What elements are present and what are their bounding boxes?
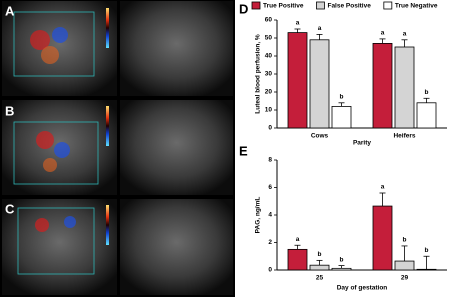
panel-label: D bbox=[239, 1, 248, 16]
y-tick-label: 60 bbox=[265, 17, 273, 24]
legend-swatch bbox=[316, 1, 325, 10]
y-tick-label: 10 bbox=[265, 107, 273, 114]
significance-letter: a bbox=[403, 31, 407, 38]
y-tick-label: 30 bbox=[265, 71, 273, 78]
error-bar bbox=[294, 28, 301, 33]
image-row bbox=[2, 1, 233, 96]
y-tick-label: 20 bbox=[265, 89, 273, 96]
error-bar bbox=[379, 38, 386, 44]
error-bar bbox=[379, 192, 386, 207]
panel-label: C bbox=[5, 201, 15, 216]
image-row bbox=[2, 199, 233, 295]
bar bbox=[416, 268, 437, 271]
significance-letter: a bbox=[381, 30, 385, 37]
y-tick-label: 50 bbox=[265, 35, 273, 42]
image-row bbox=[2, 100, 233, 195]
bar bbox=[287, 248, 308, 271]
x-axis-label: Day of gestation bbox=[337, 285, 388, 292]
significance-letter: a bbox=[296, 20, 300, 27]
roi-box bbox=[17, 207, 95, 275]
bar bbox=[394, 260, 415, 271]
significance-letter: b bbox=[340, 256, 344, 263]
y-tick-label: 2 bbox=[268, 239, 272, 246]
y-tick-label: 0 bbox=[268, 125, 272, 132]
y-axis-label: PAG, ng/mL bbox=[255, 197, 262, 234]
y-tick-label: 8 bbox=[268, 157, 272, 164]
legend-label: True Negative bbox=[395, 3, 438, 10]
bmode-image bbox=[120, 1, 233, 96]
flow bbox=[43, 158, 57, 172]
legend-swatch bbox=[383, 1, 393, 10]
x-tick-label: Heifers bbox=[393, 133, 415, 140]
x-tick-label: 25 bbox=[316, 275, 324, 282]
x-tick-label: 29 bbox=[401, 275, 409, 282]
significance-letter: a bbox=[381, 184, 385, 191]
flow bbox=[35, 218, 49, 232]
bar bbox=[287, 32, 308, 129]
bmode-image bbox=[120, 199, 233, 295]
bar bbox=[309, 264, 330, 271]
error-bar bbox=[316, 259, 323, 266]
significance-letter: b bbox=[425, 247, 429, 254]
bar bbox=[372, 43, 393, 129]
error-bar bbox=[338, 265, 345, 269]
y-tick-label: 40 bbox=[265, 53, 273, 60]
significance-letter: b bbox=[340, 94, 344, 101]
significance-letter: b bbox=[318, 251, 322, 258]
doppler-image bbox=[2, 1, 117, 96]
error-bar bbox=[338, 102, 345, 107]
y-tick-label: 6 bbox=[268, 184, 272, 191]
significance-letter: b bbox=[425, 89, 429, 96]
doppler-image bbox=[2, 199, 117, 295]
panel-label: A bbox=[5, 3, 15, 18]
bar bbox=[416, 102, 437, 129]
flow bbox=[64, 216, 76, 228]
x-tick-label: Cows bbox=[311, 133, 329, 140]
x-axis-label: Parity bbox=[353, 140, 371, 147]
legend-label: True Positive bbox=[263, 3, 304, 10]
significance-letter: a bbox=[296, 236, 300, 243]
error-bar bbox=[423, 97, 430, 103]
bmode-image bbox=[120, 100, 233, 195]
error-bar bbox=[316, 34, 323, 40]
color-scale bbox=[106, 205, 109, 245]
y-tick-label: 0 bbox=[268, 267, 272, 274]
flow bbox=[54, 142, 70, 158]
roi-box bbox=[13, 121, 99, 185]
roi-box bbox=[13, 11, 95, 77]
color-scale bbox=[106, 8, 109, 48]
bar bbox=[309, 39, 330, 129]
flow bbox=[36, 131, 54, 149]
legend-swatch bbox=[251, 1, 261, 10]
error-bar bbox=[423, 255, 430, 270]
bar bbox=[331, 267, 352, 271]
color-scale bbox=[106, 106, 109, 146]
significance-letter: a bbox=[318, 25, 322, 32]
bar bbox=[372, 205, 393, 271]
panel-label: B bbox=[5, 103, 14, 118]
error-bar bbox=[401, 245, 408, 262]
bar bbox=[331, 106, 352, 129]
bar bbox=[394, 46, 415, 129]
flow bbox=[30, 30, 50, 50]
ultrasound-images: A B C bbox=[0, 0, 235, 297]
y-tick-label: 4 bbox=[268, 212, 272, 219]
legend-label: False Positive bbox=[327, 3, 371, 10]
error-bar bbox=[401, 39, 408, 47]
flow bbox=[41, 46, 59, 64]
significance-letter: b bbox=[403, 237, 407, 244]
y-axis-label: Luteal blood perfusion, % bbox=[255, 34, 262, 114]
panel-label: E bbox=[239, 143, 248, 158]
error-bar bbox=[294, 244, 301, 250]
flow bbox=[52, 27, 68, 43]
